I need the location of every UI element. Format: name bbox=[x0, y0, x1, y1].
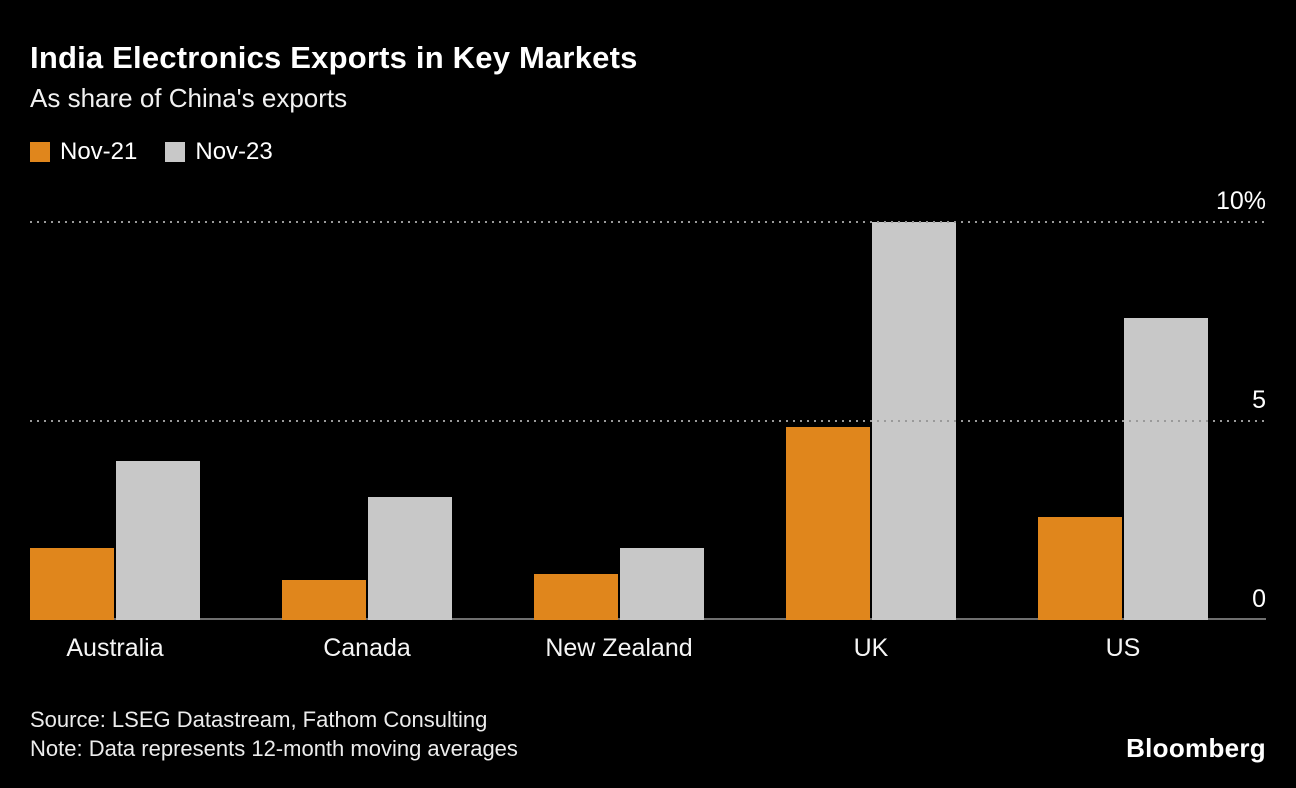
gridline-5 bbox=[30, 420, 1266, 422]
legend-label-nov23: Nov-23 bbox=[195, 138, 273, 165]
category-label-us: US bbox=[1105, 634, 1141, 662]
tick-label-0: 0 bbox=[1252, 585, 1266, 613]
chart-subtitle: As share of China's exports bbox=[30, 83, 348, 113]
footer: Source: LSEG Datastream, Fathom Consulti… bbox=[30, 705, 1266, 764]
category-label-new-zealand: New Zealand bbox=[545, 634, 693, 662]
bar-group-new-zealand bbox=[534, 548, 704, 620]
bar-new-zealand-nov-21 bbox=[534, 574, 618, 620]
category-label-australia: Australia bbox=[66, 634, 164, 662]
legend-label-nov21: Nov-21 bbox=[60, 138, 138, 165]
bar-us-nov-23 bbox=[1124, 317, 1208, 620]
legend: Nov-21 Nov-23 bbox=[30, 138, 1266, 166]
legend-swatch-nov21-icon bbox=[30, 142, 50, 162]
bar-group-australia bbox=[30, 460, 200, 620]
bar-canada-nov-21 bbox=[282, 580, 366, 620]
bar-australia-nov-23 bbox=[116, 460, 200, 620]
bar-us-nov-21 bbox=[1038, 516, 1122, 620]
category-label-uk: UK bbox=[853, 634, 889, 662]
legend-swatch-nov23-icon bbox=[165, 142, 186, 162]
gridline-10 bbox=[30, 221, 1266, 223]
category-label-canada: Canada bbox=[323, 634, 411, 662]
tick-label-5: 5 bbox=[1252, 386, 1266, 414]
bar-group-us bbox=[1038, 317, 1208, 620]
bar-uk-nov-21 bbox=[786, 426, 870, 620]
bloomberg-logo: Bloomberg bbox=[1126, 733, 1266, 763]
note-text: Note: Data represents 12-month moving av… bbox=[30, 736, 518, 762]
legend-item-nov21: Nov-21 bbox=[30, 138, 137, 166]
category-axis: Australia Canada New Zealand UK US bbox=[30, 634, 1208, 663]
bar-canada-nov-23 bbox=[368, 496, 452, 620]
bar-australia-nov-21 bbox=[30, 548, 114, 620]
chart-title: India Electronics Exports in Key Markets bbox=[30, 40, 638, 75]
bar-new-zealand-nov-23 bbox=[620, 548, 704, 620]
legend-item-nov23: Nov-23 bbox=[165, 138, 273, 166]
source-text: Source: LSEG Datastream, Fathom Consulti… bbox=[30, 706, 488, 732]
footer-text-block: Source: LSEG Datastream, Fathom Consulti… bbox=[30, 705, 518, 764]
tick-label-10: 10% bbox=[1215, 187, 1266, 215]
bar-group-canada bbox=[282, 496, 452, 620]
plot-area: 0 5 10% bbox=[30, 189, 1266, 620]
